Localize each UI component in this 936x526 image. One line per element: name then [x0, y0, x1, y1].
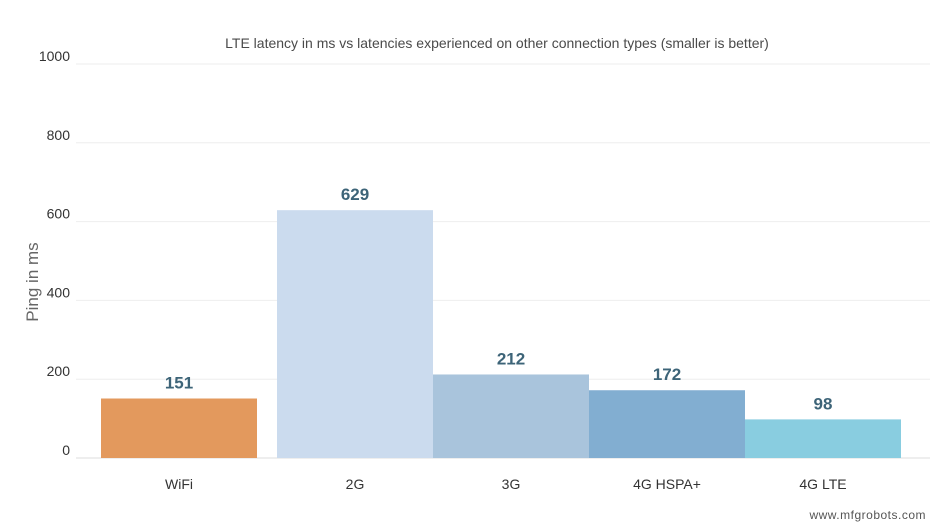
y-tick-label: 0	[62, 442, 70, 458]
data-label: 98	[814, 394, 833, 413]
data-label: 151	[165, 374, 193, 393]
bar	[745, 419, 901, 458]
value-labels: 151 629 212 172 98	[165, 185, 833, 413]
y-axis-label: Ping in ms	[23, 242, 42, 321]
x-tick-label: 4G LTE	[799, 476, 846, 492]
x-tick-label: 4G HSPA+	[633, 476, 701, 492]
watermark-text: www.mfgrobots.com	[809, 508, 926, 522]
data-label: 172	[653, 365, 681, 384]
y-tick-label: 1000	[39, 48, 70, 64]
bar	[589, 390, 745, 458]
y-tick-label: 200	[47, 363, 71, 379]
y-tick-label: 800	[47, 127, 71, 143]
x-tick-label: 3G	[502, 476, 521, 492]
bar	[101, 398, 257, 458]
y-tick-label: 400	[47, 284, 71, 300]
y-tick-label: 600	[47, 206, 71, 222]
bars	[101, 210, 901, 458]
bar	[277, 210, 433, 458]
data-label: 629	[341, 185, 369, 204]
chart-title: LTE latency in ms vs latencies experienc…	[225, 35, 769, 51]
x-axis-categories: WiFi 2G 3G 4G HSPA+ 4G LTE	[165, 476, 847, 492]
x-tick-label: 2G	[346, 476, 365, 492]
y-axis-ticks: 0 200 400 600 800 1000	[39, 48, 70, 458]
data-label: 212	[497, 349, 525, 368]
bar	[433, 374, 589, 458]
x-tick-label: WiFi	[165, 476, 193, 492]
